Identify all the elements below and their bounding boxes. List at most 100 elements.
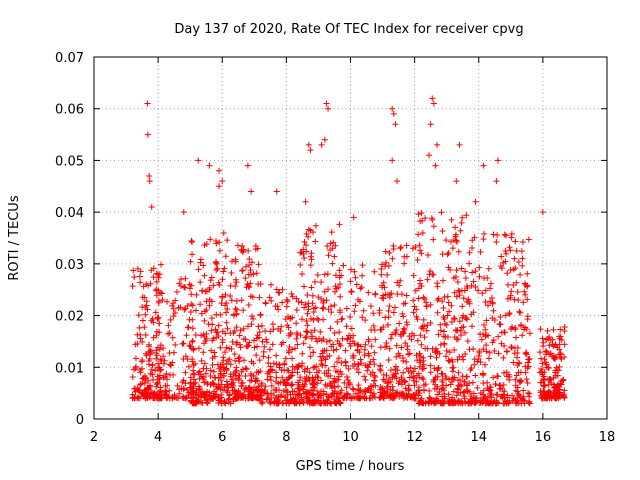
data-point bbox=[232, 283, 239, 290]
data-point bbox=[338, 316, 345, 323]
data-point bbox=[544, 327, 551, 334]
data-point bbox=[174, 382, 181, 389]
data-point bbox=[455, 248, 462, 255]
data-point bbox=[242, 365, 249, 372]
data-point bbox=[337, 309, 344, 316]
data-point bbox=[495, 350, 502, 357]
data-point bbox=[145, 358, 152, 365]
data-point bbox=[469, 269, 476, 276]
data-point bbox=[427, 121, 434, 128]
data-point bbox=[213, 240, 220, 247]
data-point bbox=[181, 306, 188, 313]
x-tick-label: 6 bbox=[218, 430, 226, 445]
data-point bbox=[207, 277, 214, 284]
data-point bbox=[283, 380, 290, 387]
data-point bbox=[253, 377, 260, 384]
data-point bbox=[480, 346, 487, 353]
data-point bbox=[495, 333, 502, 340]
data-point bbox=[454, 356, 461, 363]
data-point bbox=[441, 341, 448, 348]
data-point bbox=[279, 286, 286, 293]
data-point bbox=[310, 382, 317, 389]
data-point bbox=[213, 383, 220, 390]
data-point bbox=[253, 270, 260, 277]
data-point bbox=[390, 242, 397, 249]
data-point bbox=[155, 274, 162, 281]
data-point bbox=[220, 372, 227, 379]
data-point bbox=[255, 261, 262, 268]
data-point bbox=[393, 353, 400, 360]
data-point bbox=[420, 376, 427, 383]
data-point bbox=[486, 349, 493, 356]
data-point bbox=[139, 317, 146, 324]
data-point bbox=[417, 218, 424, 225]
data-point bbox=[475, 355, 482, 362]
data-point bbox=[297, 374, 304, 381]
data-point bbox=[429, 95, 436, 102]
data-point bbox=[507, 247, 514, 254]
data-point bbox=[139, 338, 146, 345]
data-point bbox=[310, 229, 317, 236]
data-point bbox=[430, 236, 437, 243]
data-point bbox=[147, 351, 154, 358]
data-point bbox=[539, 335, 546, 342]
data-point bbox=[335, 373, 342, 380]
data-point bbox=[173, 288, 180, 295]
data-point bbox=[232, 256, 239, 263]
data-point bbox=[482, 287, 489, 294]
data-point bbox=[442, 353, 449, 360]
data-point bbox=[200, 365, 207, 372]
data-point bbox=[158, 366, 165, 373]
data-point bbox=[547, 350, 554, 357]
data-point bbox=[348, 325, 355, 332]
data-point bbox=[380, 292, 387, 299]
data-point bbox=[233, 395, 240, 402]
data-point bbox=[153, 383, 160, 390]
data-point bbox=[147, 280, 154, 287]
data-point bbox=[209, 361, 216, 368]
data-point bbox=[426, 152, 433, 159]
data-point bbox=[547, 336, 554, 343]
data-point bbox=[439, 370, 446, 377]
data-point bbox=[328, 303, 335, 310]
data-point bbox=[351, 360, 358, 367]
data-point bbox=[524, 296, 531, 303]
data-point bbox=[539, 360, 546, 367]
data-point bbox=[418, 250, 425, 257]
data-point bbox=[548, 379, 555, 386]
data-point bbox=[377, 326, 384, 333]
data-point bbox=[332, 283, 339, 290]
data-point bbox=[273, 352, 280, 359]
data-point bbox=[383, 340, 390, 347]
data-point bbox=[295, 362, 302, 369]
data-point bbox=[496, 382, 503, 389]
data-point bbox=[494, 391, 501, 398]
data-point bbox=[170, 305, 177, 312]
data-point bbox=[160, 353, 167, 360]
data-point bbox=[273, 369, 280, 376]
data-point bbox=[509, 323, 516, 330]
data-point bbox=[267, 363, 274, 370]
data-point bbox=[312, 374, 319, 381]
data-point bbox=[228, 270, 235, 277]
data-point bbox=[191, 371, 198, 378]
data-point bbox=[424, 322, 431, 329]
data-point bbox=[400, 355, 407, 362]
data-point bbox=[206, 392, 213, 399]
data-point bbox=[132, 341, 139, 348]
data-point bbox=[378, 265, 385, 272]
data-point bbox=[359, 393, 366, 400]
data-point bbox=[289, 355, 296, 362]
data-point bbox=[210, 368, 217, 375]
data-point bbox=[409, 245, 416, 252]
data-point bbox=[362, 377, 369, 384]
data-point bbox=[414, 316, 421, 323]
data-point bbox=[478, 336, 485, 343]
data-point bbox=[350, 352, 357, 359]
data-point bbox=[207, 381, 214, 388]
data-point bbox=[440, 304, 447, 311]
data-point bbox=[263, 396, 270, 403]
data-point bbox=[561, 323, 568, 330]
data-point bbox=[210, 335, 217, 342]
data-point bbox=[296, 383, 303, 390]
